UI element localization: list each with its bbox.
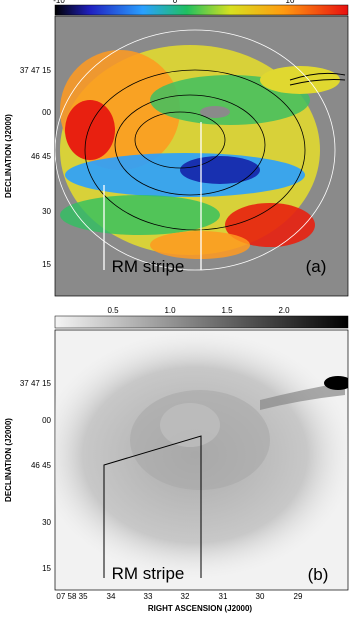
y-tick-label: 37 47 15 <box>20 66 52 75</box>
x-tick-label: 31 <box>219 592 228 601</box>
y-tick-label: 30 <box>42 207 51 216</box>
y-tick-label: 15 <box>42 564 51 573</box>
x-tick-label: 29 <box>294 592 303 601</box>
annotation: RM stripe <box>112 564 185 583</box>
panel-label: (b) <box>308 565 329 584</box>
y-tick-label: 46 45 <box>31 461 52 470</box>
x-tick-label: 30 <box>256 592 265 601</box>
x-tick-label: 33 <box>144 592 153 601</box>
colorbar-tick-label: 1.0 <box>164 306 176 315</box>
y-axis-label: DECLINATION (J2000) <box>4 418 13 502</box>
x-tick-label: 34 <box>107 592 116 601</box>
annotation: RM stripe <box>112 257 185 276</box>
colorbar-tick-label: 1.5 <box>221 306 233 315</box>
rm-map <box>55 29 346 271</box>
colorbar <box>54 4 349 16</box>
y-tick-label: 15 <box>42 260 51 269</box>
y-tick-label: 00 <box>42 416 51 425</box>
colorbar-tick-label: -10 <box>53 0 65 5</box>
panel-label: (a) <box>306 257 327 276</box>
y-tick-label: 37 47 15 <box>20 379 52 388</box>
y-tick-label: 30 <box>42 518 51 527</box>
y-tick-label: 46 45 <box>31 152 52 161</box>
colorbar-tick-label: 2.0 <box>278 306 290 315</box>
y-tick-label: 00 <box>42 108 51 117</box>
colorbar-tick-label: 10 <box>286 0 295 5</box>
colorbar-tick-label: 0 <box>173 0 178 5</box>
x-tick-label: 32 <box>181 592 190 601</box>
colorbar <box>54 315 349 329</box>
colorbar-tick-label: 0.5 <box>107 306 119 315</box>
intensity-map <box>55 330 348 580</box>
x-axis-label: RIGHT ASCENSION (J2000) <box>148 604 253 613</box>
x-tick-label: 07 58 35 <box>56 592 88 601</box>
y-axis-label: DECLINATION (J2000) <box>4 114 13 198</box>
